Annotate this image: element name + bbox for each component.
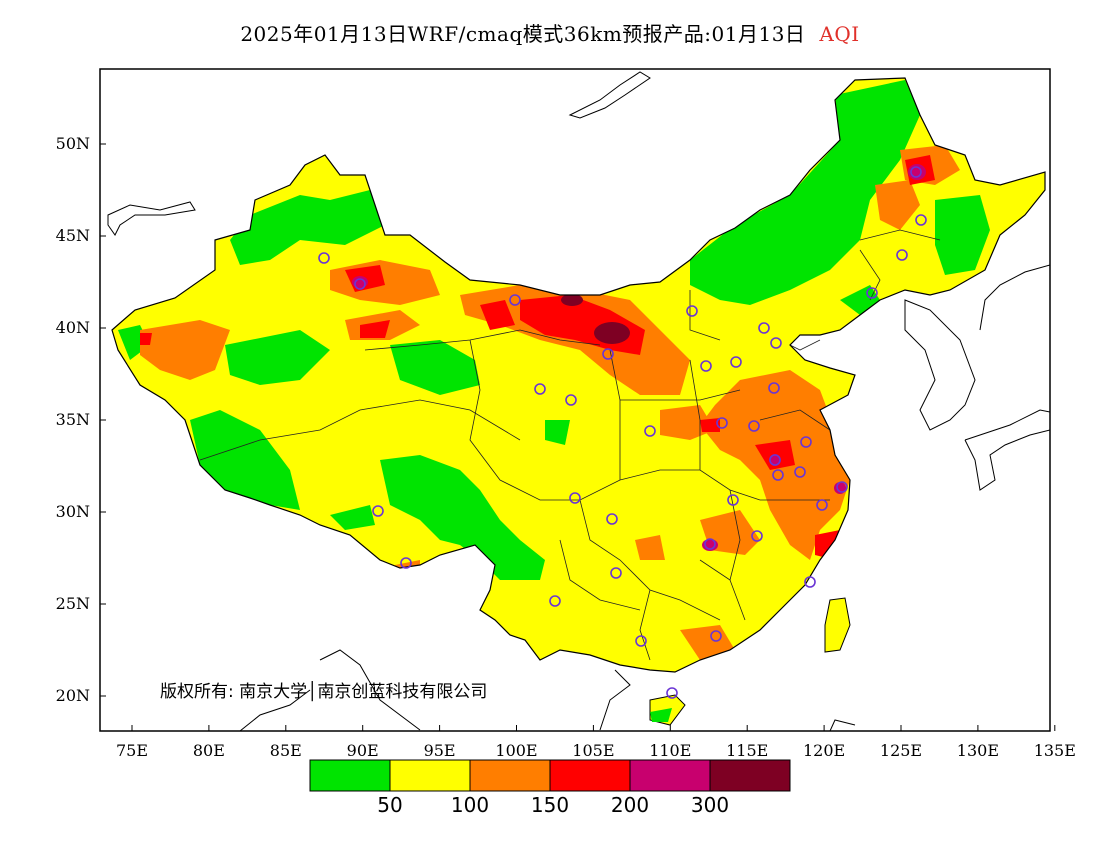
color-legend: 50 100 150 200 300 [309, 759, 791, 817]
legend-label: 100 [451, 793, 489, 817]
x-tick-label: 90E [347, 741, 379, 760]
y-tick-label: 35N [56, 410, 90, 429]
y-tick-label: 30N [56, 502, 90, 521]
x-tick-label: 125E [880, 741, 922, 760]
x-tick-label: 95E [424, 741, 456, 760]
legend-swatch [389, 759, 471, 792]
y-tick-label: 45N [56, 226, 90, 245]
legend-label: 150 [531, 793, 569, 817]
x-tick-label: 100E [495, 741, 537, 760]
x-tick-label: 80E [193, 741, 225, 760]
x-tick-label: 115E [726, 741, 768, 760]
copyright-text: 版权所有: 南京大学│南京创蓝科技有限公司 [160, 681, 487, 702]
map-title: 2025年01月13日WRF/cmaq模式36km预报产品:01月13日 AQI [0, 18, 1100, 47]
x-tick-label: 85E [270, 741, 302, 760]
legend-swatch [709, 759, 791, 792]
y-axis: 50N 45N 40N 35N 30N 25N 20N [56, 134, 106, 705]
x-tick-label: 130E [957, 741, 999, 760]
x-tick-label: 105E [572, 741, 614, 760]
monitoring-stations [318, 166, 927, 699]
legend-swatch [469, 759, 551, 792]
y-tick-label: 50N [56, 134, 90, 153]
x-tick-label: 75E [116, 741, 148, 760]
legend-label: 300 [691, 793, 729, 817]
legend-label: 200 [611, 793, 649, 817]
hainan-green [650, 708, 672, 722]
y-tick-label: 25N [56, 594, 90, 613]
x-tick-label: 110E [649, 741, 691, 760]
x-tick-label: 120E [803, 741, 845, 760]
legend-swatch [549, 759, 631, 792]
legend-swatch [309, 759, 391, 792]
x-tick-label: 135E [1034, 741, 1076, 760]
y-tick-label: 20N [56, 686, 90, 705]
y-tick-label: 40N [56, 318, 90, 337]
title-text: 2025年01月13日WRF/cmaq模式36km预报产品:01月13日 [240, 22, 806, 46]
x-axis: 75E 80E 85E 90E 95E 100E 105E 110E 115E 120E 125E 1… [116, 725, 1076, 760]
title-variable: AQI [819, 22, 860, 46]
legend-label: 50 [377, 793, 402, 817]
legend-swatch [629, 759, 711, 792]
